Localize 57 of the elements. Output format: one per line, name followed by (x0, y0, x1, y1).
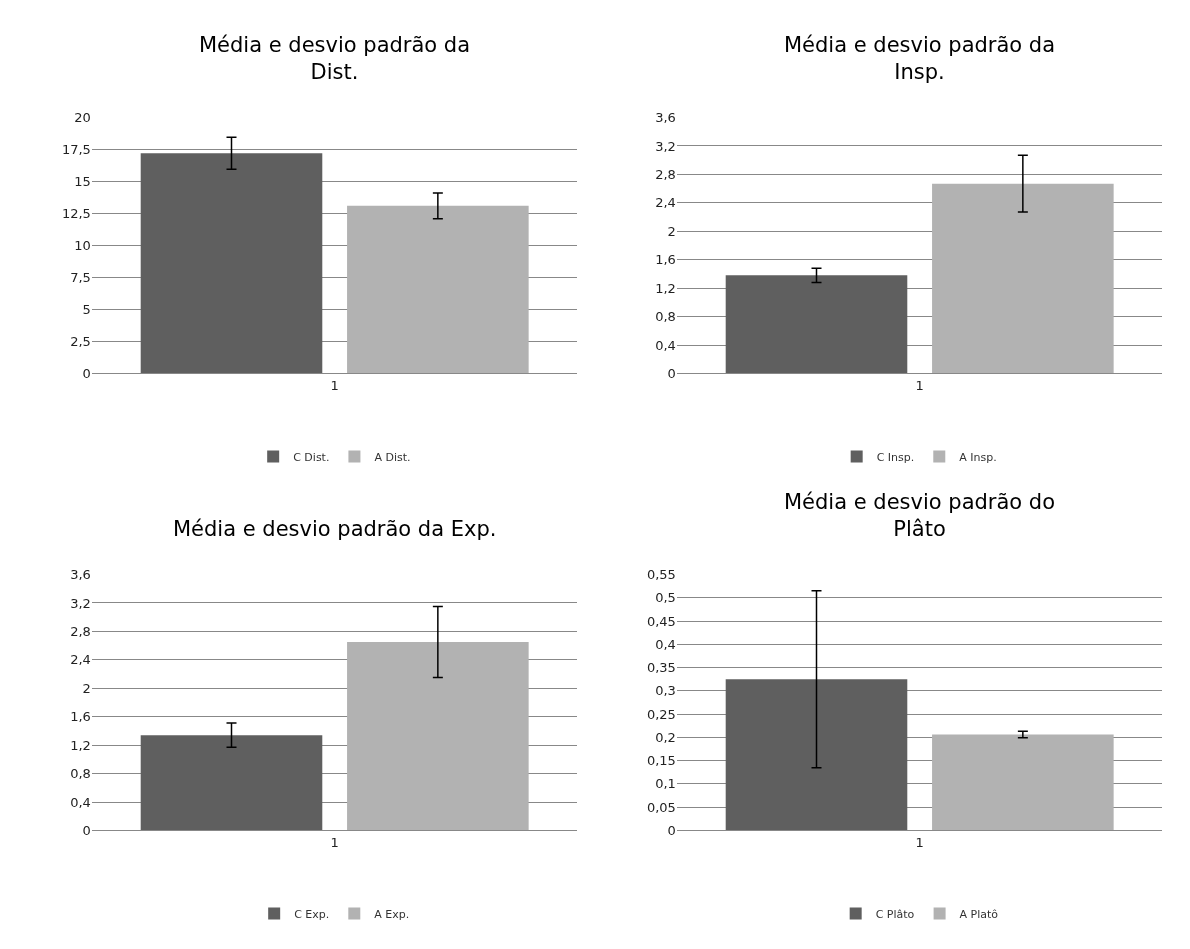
y-tick-label: 2,8 (655, 166, 676, 182)
y-tick-label: 20 (74, 110, 91, 126)
y-tick-label: 0,15 (646, 753, 676, 769)
y-tick-label: 0,2 (655, 729, 676, 745)
y-tick-label: 1,6 (655, 252, 676, 268)
y-tick-label: 2 (667, 223, 676, 239)
y-tick-label: 0,8 (70, 766, 91, 782)
y-tick-label: 10 (74, 238, 91, 254)
y-tick-label: 0 (82, 366, 91, 382)
legend-label: C Insp. (876, 450, 915, 464)
y-tick-label: 2,4 (70, 652, 91, 668)
y-tick-label: 1,2 (70, 737, 91, 753)
y-tick-label: 3,6 (655, 110, 676, 126)
y-tick-label: 0,4 (70, 794, 91, 810)
y-tick-label: 0,4 (655, 337, 676, 353)
x-tick-label: 1 (330, 378, 339, 394)
y-tick-label: 0,05 (646, 799, 676, 815)
chart-title: Média e desvio padrão da Dist. (199, 33, 471, 85)
y-tick-label: 2 (82, 680, 91, 696)
y-tick-label: 0,25 (646, 706, 676, 722)
chart-title: Média e desvio padrão do Plâto (784, 490, 1056, 542)
x-tick-label: 1 (330, 835, 339, 851)
y-tick-label: 0 (667, 823, 676, 839)
y-tick-label: 7,5 (70, 270, 91, 286)
y-tick-label: 0,45 (646, 613, 676, 629)
y-tick-label: 0,5 (655, 590, 676, 606)
x-tick-label: 1 (915, 835, 924, 851)
legend-label: C Exp. (294, 907, 330, 921)
y-tick-label: 2,5 (70, 334, 91, 350)
y-tick-label: 2,8 (70, 623, 91, 639)
y-tick-label: 1,2 (655, 280, 676, 296)
y-tick-label: 0 (667, 366, 676, 382)
chart-title: Média e desvio padrão da Insp. (784, 33, 1056, 85)
y-tick-label: 17,5 (61, 142, 91, 158)
x-tick-label: 1 (915, 378, 924, 394)
y-tick-label: 3,6 (70, 567, 91, 583)
y-tick-label: 0,1 (655, 776, 676, 792)
chart-title: Média e desvio padrão da Exp. (173, 517, 497, 541)
legend-label: A Dist. (374, 450, 411, 464)
y-tick-label: 15 (74, 174, 91, 190)
legend-label: A Platô (959, 907, 999, 921)
y-tick-label: 0,4 (655, 636, 676, 652)
legend-label: C Plâto (875, 907, 915, 921)
y-tick-label: 3,2 (655, 138, 676, 154)
y-tick-label: 1,6 (70, 709, 91, 725)
y-tick-label: 12,5 (61, 206, 91, 222)
y-tick-label: 0,3 (655, 683, 676, 699)
y-tick-label: 5 (82, 302, 91, 318)
y-tick-label: 0,8 (655, 309, 676, 325)
y-tick-label: 0,55 (646, 567, 676, 583)
y-tick-label: 3,2 (70, 595, 91, 611)
legend-label: A Insp. (959, 450, 997, 464)
y-tick-label: 0,35 (646, 660, 676, 676)
legend-label: C Dist. (293, 450, 330, 464)
y-tick-label: 2,4 (655, 195, 676, 211)
y-tick-label: 0 (82, 823, 91, 839)
legend-label: A Exp. (374, 907, 410, 921)
